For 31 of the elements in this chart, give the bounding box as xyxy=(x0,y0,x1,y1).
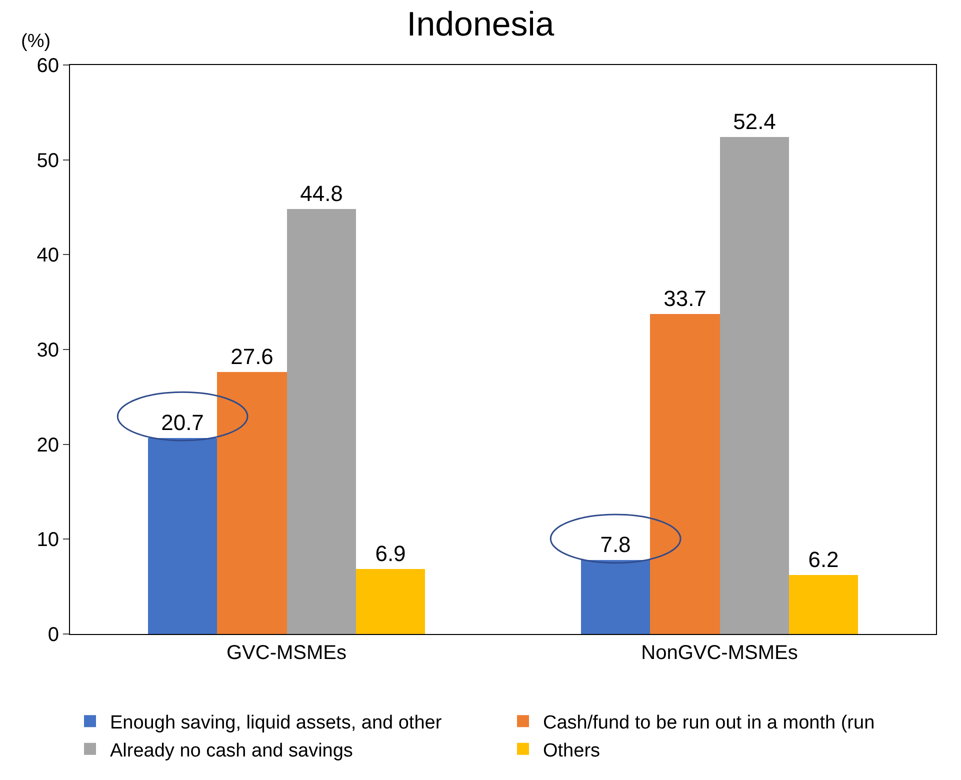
legend-label: Enough saving, liquid assets, and other xyxy=(110,712,442,734)
data-label: 7.8 xyxy=(600,532,631,557)
data-label: 6.2 xyxy=(808,547,839,572)
bar xyxy=(650,314,720,634)
data-label: 6.9 xyxy=(375,541,406,566)
y-axis-title: (%) xyxy=(21,31,51,52)
x-tick-label: GVC-MSMEs xyxy=(226,642,346,664)
chart-title: Indonesia xyxy=(406,6,554,44)
bar xyxy=(789,575,858,634)
bar xyxy=(720,137,789,634)
y-tick-label: 40 xyxy=(36,244,59,267)
bar xyxy=(287,209,356,634)
y-tick-label: 0 xyxy=(48,624,59,646)
y-tick-label: 60 xyxy=(36,55,59,77)
legend-label: Others xyxy=(543,740,600,762)
bar xyxy=(581,560,650,634)
y-tick-label: 30 xyxy=(36,340,59,362)
data-label: 52.4 xyxy=(733,109,776,134)
bar xyxy=(148,438,217,634)
legend-label: Cash/fund to be run out in a month (run xyxy=(543,712,875,734)
y-tick-label: 10 xyxy=(36,529,59,552)
data-label: 27.6 xyxy=(230,344,274,369)
legend-label: Already no cash and savings xyxy=(110,740,353,762)
bar xyxy=(217,372,287,634)
y-tick-label: 50 xyxy=(36,150,59,172)
data-label: 33.7 xyxy=(664,286,706,311)
data-label: 20.7 xyxy=(161,410,204,435)
data-label: 44.8 xyxy=(300,181,343,206)
y-tick-label: 20 xyxy=(36,434,59,456)
x-tick-label: NonGVC-MSMEs xyxy=(641,642,798,664)
bar xyxy=(356,569,425,634)
